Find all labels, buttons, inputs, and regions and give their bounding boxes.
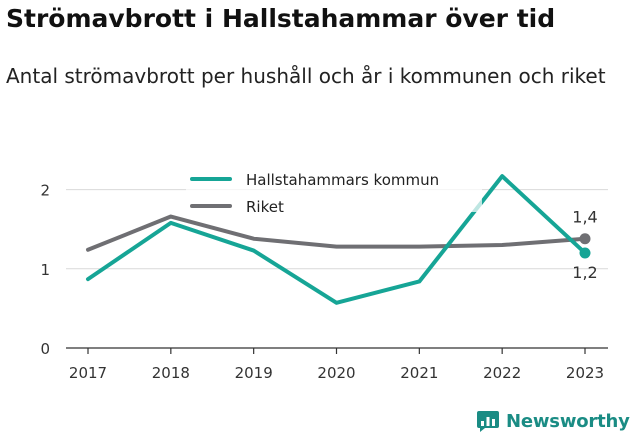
x-tick-label: 2018 xyxy=(152,364,190,382)
brand-name: Newsworthy xyxy=(506,410,630,432)
series-line-riket xyxy=(86,214,587,252)
series-line-hallstahammar xyxy=(86,174,587,305)
x-tick-label: 2020 xyxy=(317,364,355,382)
x-tick-label: 2021 xyxy=(400,364,438,382)
newsworthy-logo-icon xyxy=(477,411,499,432)
y-tick-label: 0 xyxy=(40,340,50,358)
chart-title: Strömavbrott i Hallstahammar över tid xyxy=(6,4,556,33)
y-tick-label: 2 xyxy=(40,182,50,200)
end-label: 1,2 xyxy=(572,263,597,282)
legend-label: Riket xyxy=(246,198,284,216)
end-point xyxy=(579,233,591,245)
legend-background xyxy=(186,152,482,212)
x-tick-label: 2023 xyxy=(566,364,604,382)
brand-logo: Newsworthy xyxy=(476,409,630,433)
end-label: 1,4 xyxy=(572,208,597,227)
chart-subtitle: Antal strömavbrott per hushåll och år i … xyxy=(6,64,606,88)
y-tick-label: 1 xyxy=(40,261,50,279)
x-tick-label: 2017 xyxy=(69,364,107,382)
legend-label: Hallstahammars kommun xyxy=(246,171,439,189)
x-tick-label: 2022 xyxy=(483,364,521,382)
end-point xyxy=(579,247,591,259)
x-tick-label: 2019 xyxy=(235,364,273,382)
